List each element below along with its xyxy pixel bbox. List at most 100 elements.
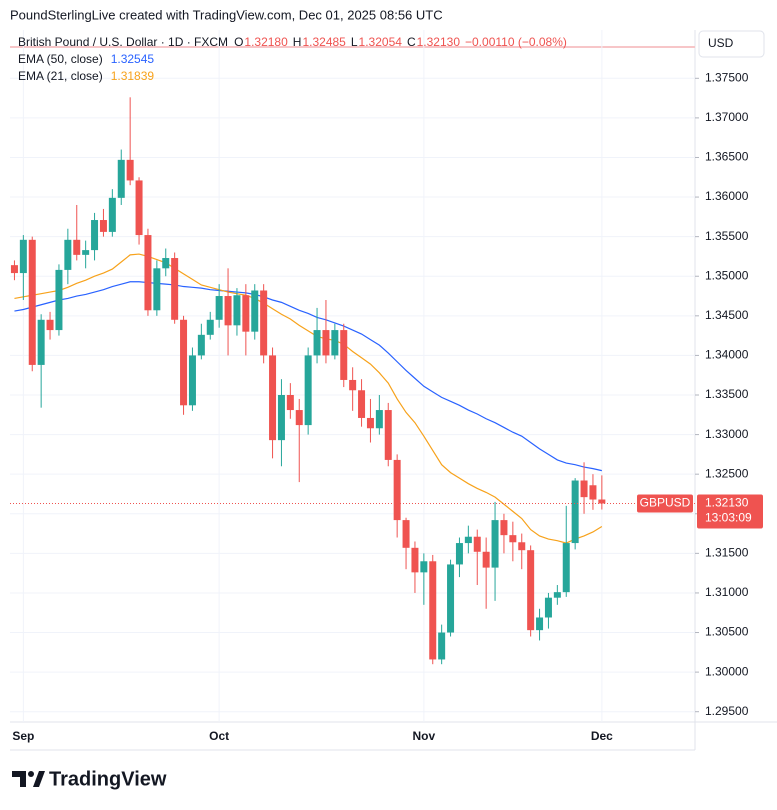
legend-text: 1.32054 [359,35,403,49]
candle-body [224,296,232,326]
candle-body [509,535,517,543]
price-tag-label: 1.32130 [705,496,749,510]
candle-body [286,395,294,411]
legend-text: C [407,35,416,49]
candle-body [375,410,383,429]
candle-body [233,295,241,326]
x-tick-label: Sep [12,729,34,743]
y-tick-label: 1.36500 [705,150,749,164]
candle-body [358,390,366,418]
y-tick-label: 1.34500 [705,308,749,322]
candle-body [482,551,490,568]
candle-body [260,290,268,356]
candle-body [402,520,410,548]
candle-body [126,159,134,181]
y-tick-label: 1.33500 [705,387,749,401]
candle-body [117,159,125,198]
candle-body [438,632,446,660]
y-tick-label: 1.32500 [705,466,749,480]
candle-body [464,536,472,544]
candle-body [64,239,72,270]
legend-text: 1.32130 [417,35,461,49]
candle-body [251,290,259,332]
y-tick-label: 1.37500 [705,70,749,84]
candle-body [197,334,205,356]
candle-body [304,355,312,426]
y-tick-label: 1.30500 [705,625,749,639]
candle-body [598,499,606,504]
candle-body [37,319,45,365]
candle-body [536,617,544,631]
candle-body [82,250,90,255]
candle-body [10,265,18,274]
candle-body [295,410,303,426]
symbol-tag [637,494,693,513]
x-tick-label: Nov [413,729,436,743]
candle-body [429,561,437,660]
candle-body [19,239,27,274]
candle-body [277,395,285,441]
candle-body [28,239,36,365]
candle-body [500,520,508,536]
candle-body [455,543,463,565]
candle-body [313,330,321,356]
candle-body [73,239,81,255]
y-tick-label: 1.31000 [705,585,749,599]
y-tick-label: 1.30000 [705,664,749,678]
ema-line [14,281,602,472]
x-tick-label: Dec [591,729,613,743]
candle-body [55,269,63,331]
candle-body [153,268,161,311]
legend-text: EMA (50, close) [18,52,103,66]
y-tick-label: 1.37000 [705,110,749,124]
candle-body [527,550,535,631]
candle-body [562,543,570,593]
candle-body [366,417,374,429]
attribution: PoundSterlingLive created with TradingVi… [10,7,443,22]
price-tag [697,494,763,529]
candle-body [135,180,143,236]
candle-body [171,258,179,320]
legend-text: O [234,35,243,49]
candle-body [349,379,357,391]
legend-text: 1.31839 [111,69,155,83]
candle-body [544,597,552,618]
candle-body [99,220,107,232]
candle-body [384,410,392,460]
candle-body [411,547,419,573]
ema-line [14,253,603,544]
candle-body [518,542,526,551]
y-tick-label: 1.35000 [705,268,749,282]
candle-body [215,296,223,320]
candle-body [580,480,588,498]
candle-body [420,561,428,573]
candle-body [188,355,196,406]
legend-text: 1.32180 [244,35,288,49]
candle-body [162,258,170,269]
candle-body [589,485,597,500]
legend-text: H [293,35,302,49]
y-tick-label: 1.34000 [705,348,749,362]
currency-box[interactable] [698,30,765,58]
candle-body [322,330,330,356]
candle-body [108,197,116,232]
candle-body [393,459,401,521]
legend-text: EMA (21, close) [18,69,103,83]
candle-body [553,592,561,598]
candle-body [242,295,250,332]
candle-body [91,220,99,251]
candle-body [491,520,499,568]
candle-body [447,564,455,633]
candle-body [206,319,214,335]
brand: TradingView [49,768,167,790]
candle-body [180,319,188,406]
candle-body [340,330,348,380]
legend-text: L [351,35,358,49]
brand-logo [12,771,45,787]
candle-body [144,235,152,311]
candle-body [473,536,481,552]
currency: USD [708,36,734,50]
x-tick-label: Oct [209,729,229,743]
y-tick-label: 1.31500 [705,546,749,560]
